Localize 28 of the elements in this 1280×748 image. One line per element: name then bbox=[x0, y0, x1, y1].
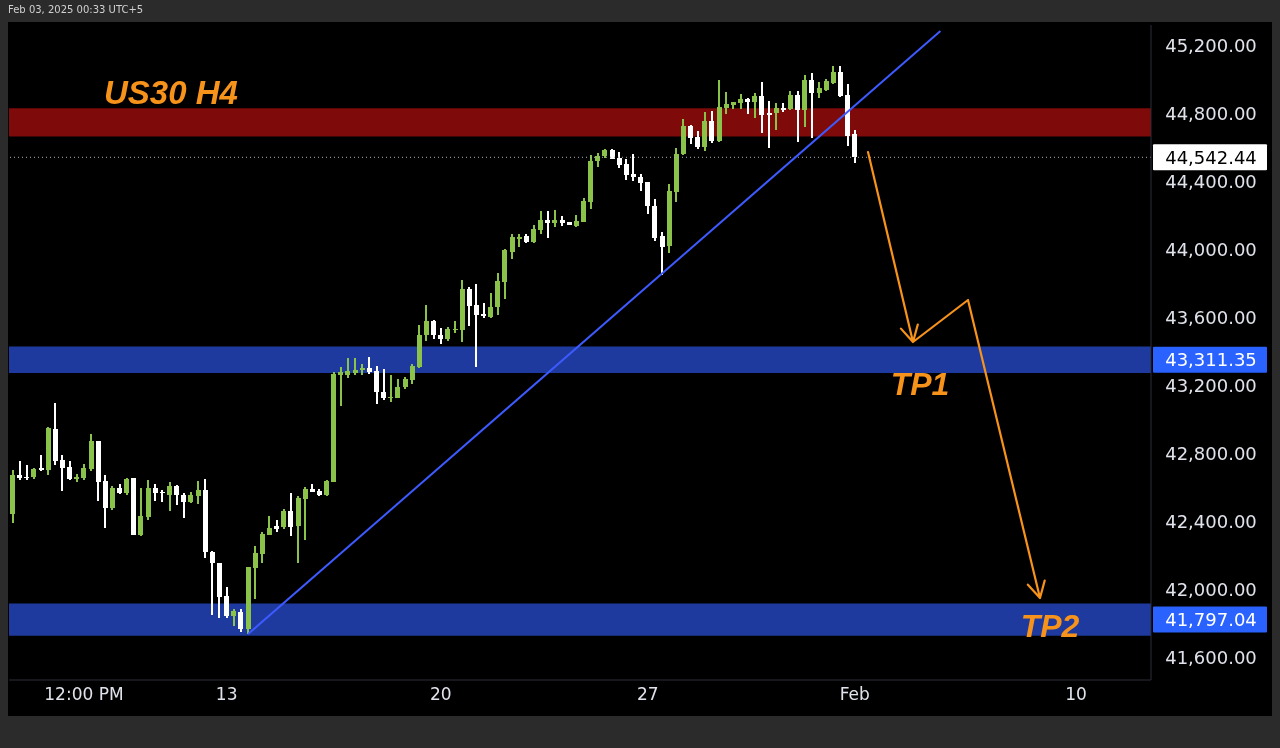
y-tick-label: 44,000.00 bbox=[1165, 239, 1257, 261]
candlestick bbox=[388, 374, 394, 402]
x-tick-label: Feb bbox=[839, 684, 870, 704]
candlestick bbox=[481, 303, 487, 318]
y-tick-label: 42,800.00 bbox=[1165, 443, 1257, 465]
text: US30 H4 bbox=[104, 74, 238, 112]
y-tick-label: 43,600.00 bbox=[1165, 307, 1257, 329]
candlestick bbox=[24, 464, 30, 481]
x-tick-label: 13 bbox=[215, 684, 238, 704]
candlestick bbox=[159, 490, 165, 503]
y-tick-label: 44,400.00 bbox=[1165, 171, 1257, 193]
y-tick-label: 41,600.00 bbox=[1165, 647, 1257, 669]
y-tick-label: 45,200.00 bbox=[1165, 34, 1257, 56]
y-tick-label: 42,400.00 bbox=[1165, 511, 1257, 533]
ref-line-label: 44,542.44 bbox=[1165, 146, 1257, 168]
x-tick-label: 20 bbox=[430, 684, 452, 704]
band-label: 41,797.04 bbox=[1165, 609, 1257, 631]
annotation: TP1 bbox=[889, 365, 951, 403]
annotation: TP2 bbox=[1019, 607, 1081, 645]
y-tick-label: 44,800.00 bbox=[1165, 102, 1257, 124]
x-tick-label: 27 bbox=[636, 684, 659, 704]
text: Feb 03, 2025 00:33 UTC+5 bbox=[8, 4, 144, 16]
band-label: 43,311.35 bbox=[1165, 349, 1257, 371]
candlestick bbox=[38, 455, 44, 471]
y-tick-label: 43,200.00 bbox=[1165, 375, 1257, 397]
y-tick-label: 42,000.00 bbox=[1165, 579, 1257, 601]
x-tick-label: 12:00 PM bbox=[44, 684, 124, 704]
x-tick-label: 10 bbox=[1065, 684, 1087, 704]
